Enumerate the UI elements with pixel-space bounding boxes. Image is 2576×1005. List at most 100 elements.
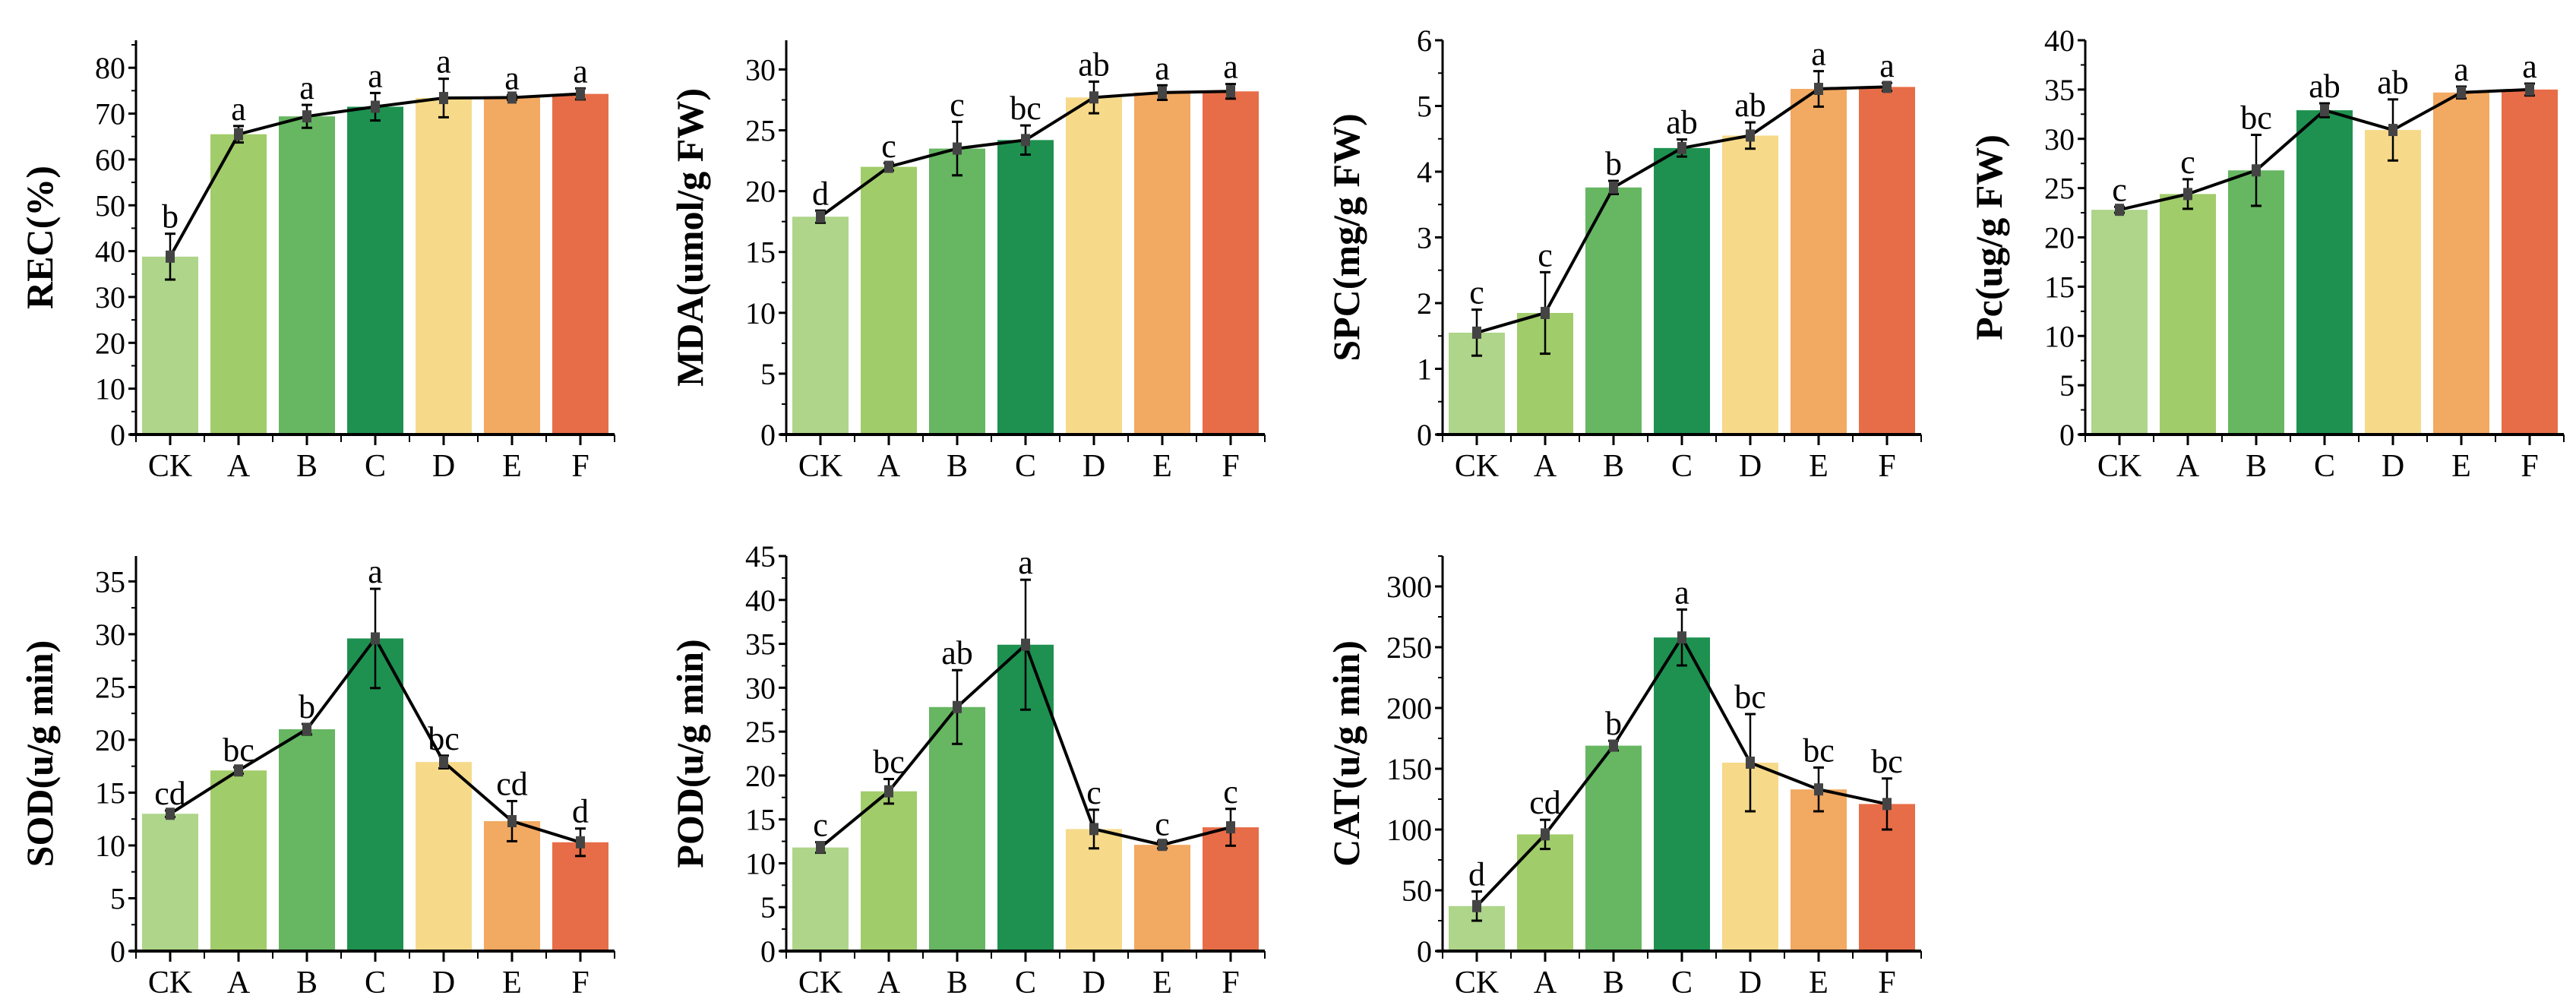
significance-letter: a — [1674, 574, 1689, 611]
x-tick-label: CK — [2097, 449, 2141, 484]
x-tick-label: D — [1083, 965, 1105, 1000]
bar-CK — [2091, 210, 2148, 435]
significance-letter: c — [2180, 144, 2195, 181]
significance-letter: bc — [1010, 90, 1041, 127]
y-tick-label: 10 — [745, 296, 776, 330]
bar-CK — [792, 216, 849, 435]
significance-letter: ab — [2377, 64, 2409, 101]
y-tick-label: 0 — [1417, 418, 1432, 452]
y-axis-label: REC(%) — [18, 166, 61, 309]
y-tick-label: 10 — [95, 829, 125, 863]
bar-F — [2502, 89, 2558, 435]
bar-B — [279, 116, 335, 435]
significance-letter: c — [881, 128, 896, 165]
y-tick-label: 5 — [1417, 90, 1432, 124]
x-tick-label: C — [1671, 965, 1693, 1000]
mean-marker — [371, 632, 380, 645]
mean-marker — [2388, 124, 2397, 137]
bar-CK — [142, 814, 198, 951]
y-axis-label: MDA(umol/g FW) — [668, 88, 711, 387]
y-tick-label: 50 — [95, 188, 125, 223]
mean-marker — [439, 92, 448, 105]
mean-marker — [1021, 638, 1030, 651]
significance-letter: c — [1538, 236, 1553, 273]
x-tick-label: C — [365, 449, 386, 484]
y-tick-label: 10 — [745, 846, 776, 880]
bar-E — [1134, 92, 1190, 435]
mean-marker — [302, 723, 311, 736]
y-tick-label: 5 — [2059, 368, 2075, 403]
x-tick-label: E — [2451, 449, 2471, 484]
bar-D — [1066, 97, 1122, 435]
x-tick-label: CK — [1455, 965, 1499, 1000]
mean-marker — [1472, 899, 1481, 912]
y-tick-label: 15 — [95, 776, 125, 810]
x-tick-label: D — [432, 449, 455, 484]
mean-marker — [2320, 104, 2329, 117]
y-tick-label: 3 — [1417, 221, 1432, 255]
bar-B — [1585, 187, 1642, 435]
y-tick-label: 5 — [760, 890, 776, 924]
bar-E — [1791, 789, 1847, 951]
y-tick-label: 80 — [95, 51, 125, 85]
y-tick-label: 15 — [745, 803, 776, 837]
significance-letter: cd — [496, 766, 528, 803]
x-tick-label: A — [1534, 449, 1557, 484]
mean-marker — [1882, 81, 1892, 93]
y-tick-label: 0 — [110, 934, 125, 969]
significance-letter: a — [2454, 51, 2469, 88]
x-tick-label: F — [571, 965, 589, 1000]
x-tick-label: C — [1671, 449, 1693, 484]
bar-B — [929, 148, 985, 435]
x-tick-label: F — [1222, 965, 1239, 1000]
bar-E — [1134, 845, 1190, 951]
bar-B — [279, 729, 335, 951]
x-tick-label: A — [227, 965, 251, 1000]
x-tick-label: B — [296, 965, 318, 1000]
x-tick-label: B — [947, 449, 968, 484]
significance-letter: bc — [873, 744, 905, 781]
significance-letter: a — [1155, 49, 1170, 87]
y-tick-label: 5 — [760, 357, 776, 391]
bar-E — [2433, 92, 2489, 435]
x-tick-label: E — [1152, 449, 1172, 484]
y-tick-label: 20 — [95, 326, 125, 360]
y-tick-label: 10 — [95, 372, 125, 406]
significance-letter: a — [231, 90, 246, 128]
significance-letter: a — [1018, 544, 1033, 581]
significance-letter: ab — [941, 634, 973, 672]
y-axis-label: CAT(u/g min) — [1325, 640, 1367, 867]
x-tick-label: A — [227, 449, 251, 484]
x-tick-label: C — [365, 965, 386, 1000]
mean-marker — [1814, 783, 1823, 796]
y-tick-label: 35 — [95, 564, 125, 599]
x-tick-label: A — [2176, 449, 2200, 484]
x-tick-label: A — [877, 965, 901, 1000]
mean-marker — [1226, 85, 1235, 98]
y-tick-label: 40 — [2044, 24, 2075, 58]
bar-B — [2228, 170, 2284, 435]
panel-pod: 0 5 10 15 20 25 30 35 40 45 CK A B C D E F POD(u/g min) c b… — [668, 539, 1266, 1000]
significance-letter: d — [812, 175, 829, 212]
significance-letter: b — [1605, 145, 1622, 182]
significance-letter: b — [1605, 705, 1622, 742]
significance-letter: c — [1086, 774, 1102, 811]
significance-letter: bc — [223, 732, 254, 769]
mean-marker — [507, 91, 517, 104]
bar-F — [552, 842, 608, 951]
significance-letter: a — [299, 69, 314, 106]
significance-letter: a — [573, 52, 588, 90]
x-tick-label: D — [1739, 449, 1762, 484]
bar-E — [1791, 89, 1847, 435]
y-tick-label: 25 — [2044, 172, 2075, 206]
bar-B — [929, 706, 985, 951]
y-tick-label: 100 — [1386, 813, 1432, 847]
y-tick-label: 20 — [95, 723, 125, 757]
x-tick-label: C — [1015, 449, 1036, 484]
y-tick-label: 30 — [2044, 122, 2075, 156]
significance-letter: cd — [1529, 784, 1561, 821]
x-tick-label: F — [1878, 449, 1895, 484]
significance-letter: b — [299, 688, 315, 725]
